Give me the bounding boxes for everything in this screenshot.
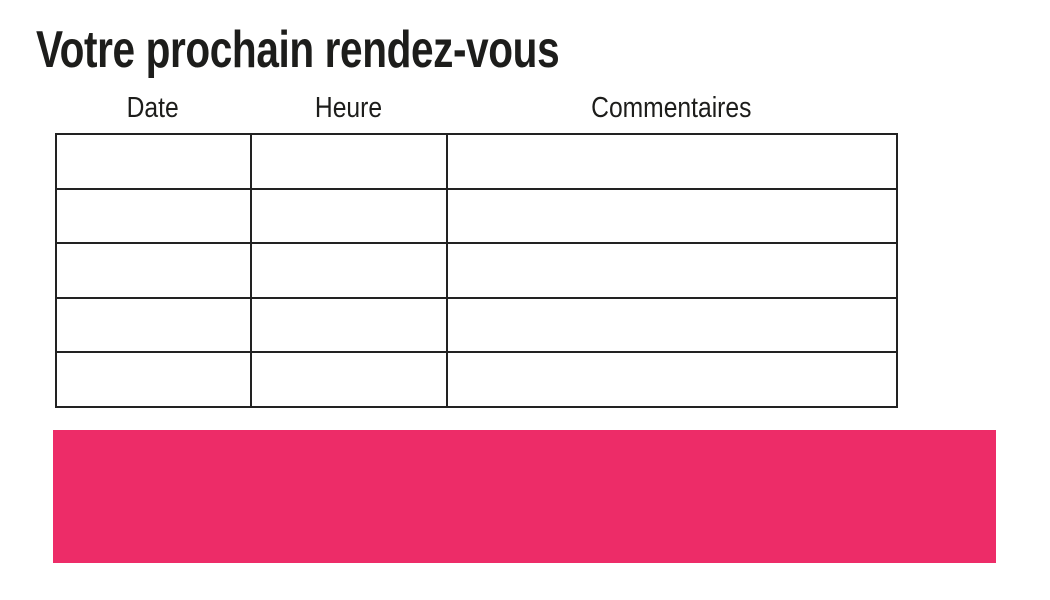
table-row	[55, 351, 898, 408]
page-title: Votre prochain rendez-vous	[36, 21, 560, 79]
column-header-date-label: Date	[126, 92, 179, 124]
cell-commentaires	[446, 296, 898, 354]
table-row	[55, 296, 898, 354]
cell-heure	[250, 187, 448, 245]
highlight-banner	[53, 430, 996, 563]
table-row	[55, 133, 898, 190]
cell-date	[55, 296, 252, 354]
column-header-heure-label: Heure	[314, 92, 382, 124]
cell-date	[55, 242, 252, 299]
cell-heure	[250, 296, 448, 354]
cell-date	[55, 351, 252, 408]
cell-heure	[250, 133, 448, 190]
cell-commentaires	[446, 242, 898, 299]
cell-date	[55, 187, 252, 245]
cell-commentaires	[446, 133, 898, 190]
cell-commentaires	[446, 187, 898, 245]
table-column-headers: Date Heure Commentaires	[55, 92, 896, 124]
cell-commentaires	[446, 351, 898, 408]
column-header-commentaires-label: Commentaires	[590, 92, 752, 124]
appointments-table	[55, 133, 898, 408]
table-row	[55, 242, 898, 299]
table-row	[55, 187, 898, 245]
cell-heure	[250, 351, 448, 408]
cell-date	[55, 133, 252, 190]
column-header-date: Date	[55, 92, 250, 124]
column-header-heure: Heure	[250, 92, 446, 124]
column-header-commentaires: Commentaires	[446, 92, 896, 124]
cell-heure	[250, 242, 448, 299]
